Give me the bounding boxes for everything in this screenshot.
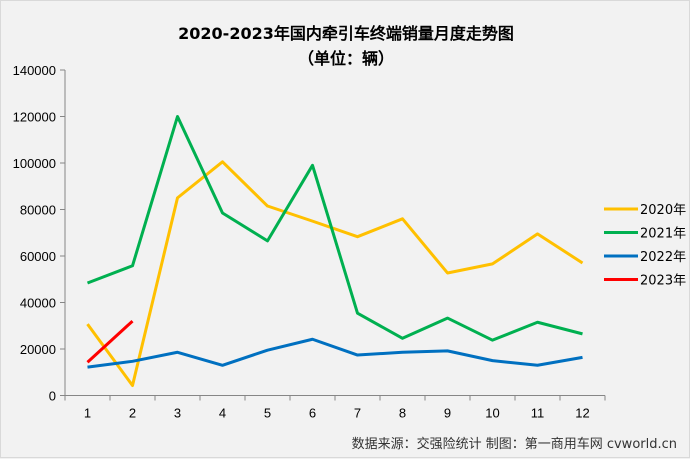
x-tick-label: 9 xyxy=(444,406,451,421)
x-tick-label: 1 xyxy=(84,406,91,421)
series-line-2020年 xyxy=(88,162,583,386)
x-tick-label: 11 xyxy=(531,406,545,421)
series-line-2022年 xyxy=(88,339,583,367)
x-tick-label: 3 xyxy=(174,406,181,421)
legend-label: 2021年 xyxy=(640,227,686,242)
y-tick-label: 140000 xyxy=(13,63,56,78)
x-tick-label: 4 xyxy=(219,406,226,421)
x-tick-label: 12 xyxy=(575,406,589,421)
legend-label: 2023年 xyxy=(640,274,686,289)
y-tick-label: 40000 xyxy=(20,296,56,311)
y-tick-label: 20000 xyxy=(20,342,56,357)
chart-subtitle: （单位：辆） xyxy=(298,49,394,68)
x-tick-label: 8 xyxy=(399,406,406,421)
y-tick-label: 80000 xyxy=(20,203,56,218)
source-note: 数据来源：交强险统计 制图：第一商用车网 cvworld.cn xyxy=(352,436,677,452)
x-tick-label: 2 xyxy=(129,406,136,421)
y-tick-label: 60000 xyxy=(20,249,56,264)
chart-title: 2020-2023年国内牵引车终端销量月度走势图 xyxy=(178,24,514,43)
x-tick-label: 10 xyxy=(485,406,499,421)
legend-label: 2020年 xyxy=(640,203,686,218)
x-tick-label: 6 xyxy=(309,406,316,421)
legend-label: 2022年 xyxy=(640,250,686,265)
y-tick-label: 100000 xyxy=(13,156,56,171)
y-tick-label: 0 xyxy=(49,389,56,404)
x-tick-label: 5 xyxy=(264,406,271,421)
x-tick-label: 7 xyxy=(354,406,361,421)
y-tick-label: 120000 xyxy=(13,110,56,125)
